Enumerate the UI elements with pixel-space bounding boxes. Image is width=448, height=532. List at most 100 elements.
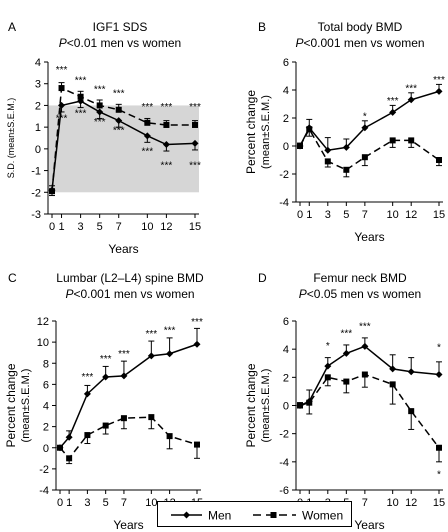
panel-a-title: IGF1 SDS [93, 20, 148, 34]
panel-b-ytick-label: 6 [283, 57, 289, 69]
panel-c-significance-label: *** [145, 329, 157, 340]
panel-c-xtick-label: 5 [103, 497, 109, 509]
panel-a-letter: A [8, 20, 16, 34]
panel-d-xtick-label: 12 [405, 497, 417, 509]
panel-a-xtick-label: 12 [160, 221, 172, 233]
panel-b-xtick-label: 0 [297, 209, 303, 221]
panel-a-xtick-label: 15 [189, 221, 201, 233]
panel-d-men-point [361, 342, 369, 350]
panel-c-women-point [194, 441, 200, 448]
panel-a-women-line [51, 86, 195, 192]
panel-d-women-point [297, 402, 303, 409]
panel-a-ytick-label: 3 [35, 79, 41, 91]
panel-c-women-point [148, 414, 155, 421]
panel-a-subtitle: P<0.01 men vs women [59, 36, 181, 50]
panel-d-xtick-label: 15 [433, 497, 445, 509]
panel-d-ytick-label: 2 [283, 372, 289, 384]
panel-a-ytick-label: 1 [35, 122, 41, 134]
panel-a-women-point [115, 106, 122, 113]
panel-a-women-point [192, 121, 198, 128]
panel-a-ytick-label: -3 [31, 209, 41, 221]
panel-b-ytick-label: 2 [283, 113, 289, 125]
panel-c-ytick-label: 10 [37, 337, 49, 349]
panel-d-women-point [436, 444, 442, 451]
panel-c-letter: C [8, 271, 17, 285]
panel-a-significance-label: *** [94, 117, 106, 128]
panel-b-ytick-label: -2 [279, 169, 289, 181]
panel-c-significance-label: *** [118, 349, 130, 360]
panel-b-significance-label: * [363, 111, 367, 122]
panel-a-xtick-label: 10 [141, 221, 153, 233]
panel-c-women-point [120, 415, 127, 422]
panel-c-ytick-label: 12 [37, 316, 49, 328]
panel-c-subtitle: P<0.001 men vs women [65, 287, 194, 301]
panel-c-men-point [102, 373, 110, 381]
panel-a-women-point [49, 188, 55, 195]
panel-a-ytick-label: 2 [35, 100, 41, 112]
panel-a-significance-label: *** [161, 160, 173, 171]
panel-d-women-point [389, 381, 396, 388]
panel-c-women-point [66, 455, 73, 462]
panel-a-men-point [162, 141, 170, 149]
panel-a-significance-label: *** [56, 65, 68, 76]
panel-a-men-point [143, 132, 151, 140]
panel-a-women-point [144, 119, 151, 126]
legend-women-label: Women [302, 509, 343, 523]
panel-d-significance-label: * [437, 343, 441, 354]
panel-a-significance-label: *** [113, 126, 125, 137]
panel-d-subtitle: P<0.05 men vs women [299, 287, 421, 301]
panel-c-ytick-label: -4 [39, 485, 49, 497]
panel-d-ytick-label: 4 [283, 344, 289, 356]
panel-c-men-point [83, 390, 91, 398]
panel-d-women-point [324, 374, 331, 381]
panel-b-men-point [324, 146, 332, 154]
panel-c-men-point [65, 433, 73, 441]
panel-d-ylabel-line1: Percent change [244, 363, 258, 447]
panel-c-men-point [120, 372, 128, 380]
panel-b-title: Total body BMD [318, 20, 403, 34]
panel-a-women-point [96, 102, 103, 109]
legend: Men Women [157, 501, 352, 527]
panel-c-women-point [102, 422, 109, 429]
panel-c-significance-label: *** [164, 326, 176, 337]
panel-b-significance-label: *** [433, 75, 445, 86]
panel-c-significance-label: *** [82, 372, 94, 383]
panel-d-ytick-label: 6 [283, 316, 289, 328]
panel-c-ylabel-line2: (mean±S.E.M.) [20, 369, 32, 443]
panel-c-ylabel-line1: Percent change [4, 363, 18, 447]
panel-b-xtick-label: 5 [343, 209, 349, 221]
panel-c-women-point [166, 433, 173, 440]
panel-d-ytick-label: -6 [279, 485, 289, 497]
panel-c-women-point [84, 432, 91, 439]
legend-men-marker [183, 511, 190, 519]
panel-d-men-point [324, 362, 332, 370]
panel-b-ytick-label: -4 [279, 197, 289, 209]
panel-d-letter: D [258, 271, 267, 285]
panel-b-ytick-label: 0 [283, 141, 289, 153]
panel-b-women-point [408, 137, 415, 144]
panel-c-xtick-label: 3 [84, 497, 90, 509]
panel-a-significance-label: *** [161, 102, 173, 113]
panel-a-xtick-label: 0 [49, 221, 55, 233]
panel-d-women-point [306, 399, 313, 406]
panel-a-xlabel: Years [108, 242, 138, 256]
panel-b-xtick-label: 1 [306, 209, 312, 221]
panel-a-significance-label: *** [189, 160, 201, 171]
panel-a-significance-label: *** [75, 108, 87, 119]
panel-a-significance-label: *** [75, 76, 87, 87]
panel-d-ytick-label: -2 [279, 429, 289, 441]
panel-c-significance-label: *** [191, 317, 203, 328]
panel-a-reference-band [48, 105, 199, 193]
panel-c-significance-label: *** [100, 354, 112, 365]
panel-d-significance-label: * [326, 341, 330, 352]
panel-d-women-point [343, 378, 350, 385]
panel-d-title: Femur neck BMD [313, 271, 407, 285]
panel-d-men-point [389, 365, 397, 373]
panel-c-xtick-label: 7 [121, 497, 127, 509]
panel-b-men-point [407, 96, 415, 104]
panel-a-xtick-label: 7 [116, 221, 122, 233]
panel-b-men-line [299, 90, 440, 152]
panel-b-ytick-label: 4 [283, 85, 289, 97]
panel-c-title: Lumbar (L2–L4) spine BMD [56, 271, 204, 285]
panel-d-ytick-label: 0 [283, 401, 289, 413]
